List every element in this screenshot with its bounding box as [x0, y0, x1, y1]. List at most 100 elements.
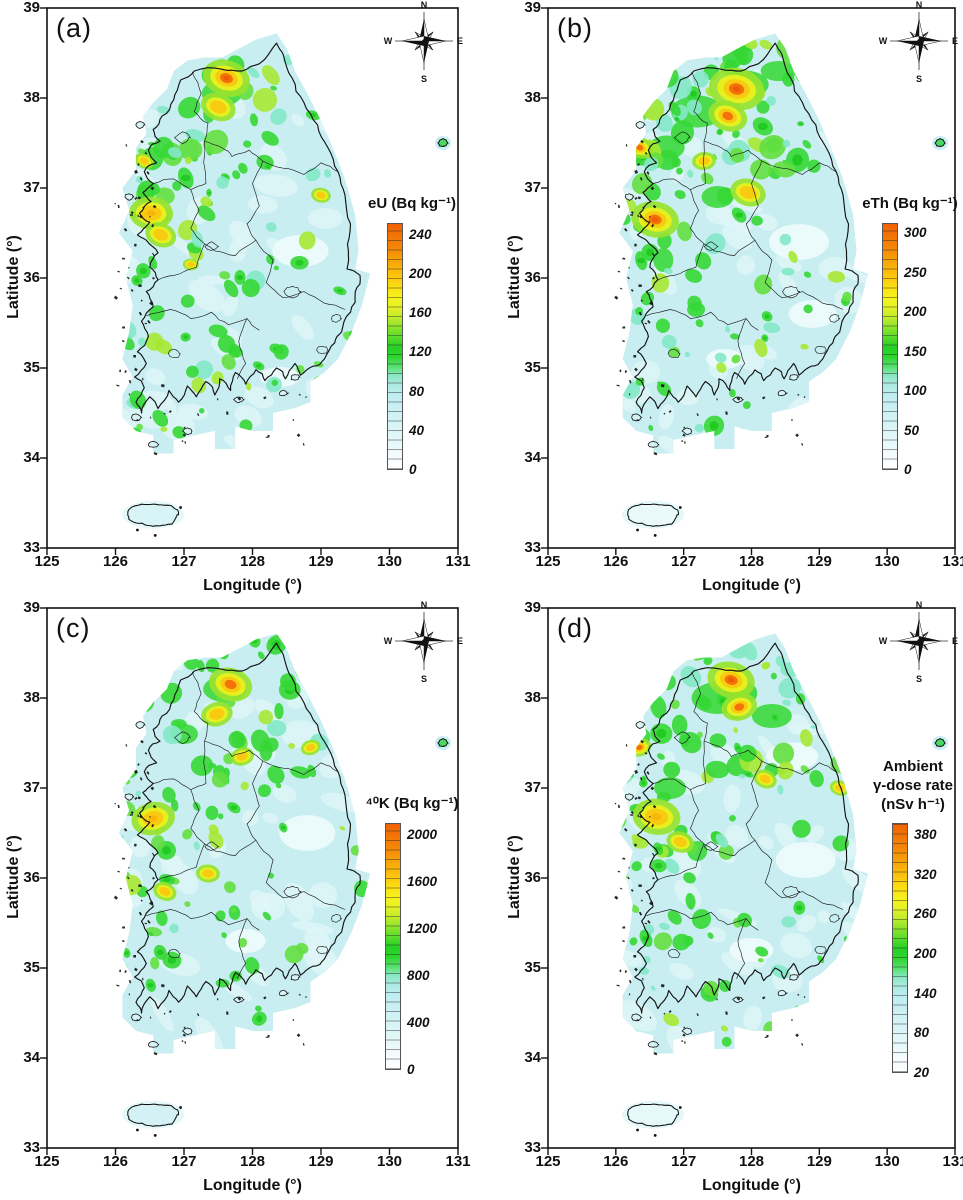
- ulleungdo-island: [434, 136, 451, 150]
- x-tick-label: 131: [942, 1153, 963, 1170]
- x-tick-label: 127: [171, 1153, 197, 1170]
- island-outline: [732, 396, 745, 404]
- colorbar-tick-label: 240: [409, 226, 432, 242]
- x-tick-label: 128: [239, 553, 266, 570]
- compass-rose: N E S W: [879, 600, 958, 684]
- y-tick-label: 36: [524, 269, 541, 286]
- island-outline: [624, 193, 635, 201]
- coastline: [134, 42, 361, 414]
- city-boundary: [204, 241, 220, 251]
- y-tick-label: 39: [524, 599, 541, 616]
- colorbar-tick-label: 100: [904, 383, 927, 399]
- city-boundary: [814, 346, 827, 355]
- colorbar-title: Ambient γ-dose rate (nSv h⁻¹): [872, 758, 954, 813]
- province-boundary: [745, 760, 763, 841]
- jeju-island-outline: [127, 503, 180, 527]
- province-boundary: [191, 71, 209, 142]
- colorbar-tick-label: 2000: [407, 826, 438, 842]
- city-boundary: [167, 948, 181, 958]
- colorbar-tick-label: 400: [407, 1014, 430, 1030]
- x-tick-label: 131: [942, 553, 963, 570]
- city-boundary: [703, 841, 719, 851]
- map-canvas-d: N E S W: [541, 600, 958, 1155]
- island-outline: [124, 793, 135, 801]
- colorbar-tick-label: 200: [409, 265, 432, 281]
- interpolated-field: [619, 633, 869, 1054]
- province-boundary: [153, 741, 207, 791]
- x-tick-label: 129: [806, 1153, 832, 1170]
- compass-north-label: N: [916, 600, 923, 610]
- compass-north-label: N: [421, 0, 428, 10]
- x-axis-title: Longitude (°): [702, 1177, 801, 1194]
- y-tick-label: 37: [23, 179, 40, 196]
- compass-east-label: E: [457, 636, 463, 646]
- island-outline: [147, 1040, 160, 1048]
- island-outline: [681, 427, 693, 436]
- x-tick-label: 125: [535, 553, 561, 570]
- colorbar-tick-label: 40: [409, 422, 425, 438]
- colorbar-tick-label: 250: [904, 264, 927, 280]
- x-tick-label: 130: [376, 1153, 403, 1170]
- compass-north-label: N: [421, 600, 428, 610]
- island-outline: [147, 440, 160, 448]
- x-tick-label: 131: [445, 1153, 471, 1170]
- y-tick-label: 34: [524, 1049, 541, 1066]
- axes-ticks: [541, 607, 956, 1155]
- colorbar-tick-label: 260: [914, 906, 937, 922]
- y-tick-label: 35: [524, 959, 541, 976]
- map-canvas-a: N E S W: [40, 0, 463, 555]
- city-boundary: [667, 348, 681, 358]
- colorbar-tick-label: 300: [904, 225, 927, 241]
- colorbar-tick-label: 0: [904, 462, 912, 477]
- coastline: [634, 42, 859, 414]
- colorbar-gradient: [388, 224, 402, 469]
- y-tick-label: 38: [524, 689, 541, 706]
- colorbar-scale: [882, 223, 898, 470]
- x-tick-label: 129: [308, 553, 334, 570]
- y-tick-label: 37: [524, 779, 541, 796]
- axes-ticks: [541, 7, 956, 555]
- island-outline: [181, 427, 193, 436]
- island-outline: [233, 996, 245, 1004]
- x-tick-label: 131: [445, 553, 471, 570]
- province-boundary: [691, 671, 708, 742]
- x-tick-label: 128: [738, 553, 765, 570]
- ulleungdo-island: [932, 136, 949, 150]
- x-tick-label: 126: [102, 553, 129, 570]
- y-tick-label: 37: [524, 179, 541, 196]
- interpolated-field: [619, 33, 869, 454]
- colorbar-tick-label: 160: [409, 305, 432, 321]
- city-boundary: [316, 346, 329, 355]
- y-tick-label: 33: [524, 539, 541, 556]
- colorbar-segments: [883, 224, 897, 469]
- colorbar-scale: [892, 823, 908, 1073]
- city-boundary: [283, 886, 302, 899]
- colorbar-tick-label: 0: [407, 1062, 415, 1077]
- province-boundary: [703, 839, 756, 856]
- island-outline: [624, 793, 635, 801]
- compass-west-label: W: [384, 36, 393, 46]
- colorbar-title: ⁴⁰K (Bq kg⁻¹): [365, 795, 459, 812]
- colorbar-tick-label: 150: [904, 343, 927, 359]
- ulleungdo-island: [932, 736, 949, 750]
- y-tick-label: 35: [23, 959, 40, 976]
- city-boundary: [174, 131, 192, 145]
- compass-north-label: N: [916, 0, 923, 10]
- x-axis-title: Longitude (°): [702, 577, 801, 594]
- province-boundary: [246, 160, 264, 241]
- compass-rose: N E S W: [879, 0, 958, 84]
- city-boundary: [174, 731, 192, 745]
- province-boundary: [745, 160, 763, 241]
- colorbar-tick-label: 80: [409, 383, 425, 399]
- y-tick-label: 36: [23, 869, 40, 886]
- panel-label-d: (d): [557, 613, 593, 643]
- province-boundary: [754, 840, 844, 910]
- y-tick-label: 38: [23, 89, 40, 106]
- colorbar-tick-label: 1200: [407, 920, 438, 936]
- city-boundary: [331, 314, 343, 323]
